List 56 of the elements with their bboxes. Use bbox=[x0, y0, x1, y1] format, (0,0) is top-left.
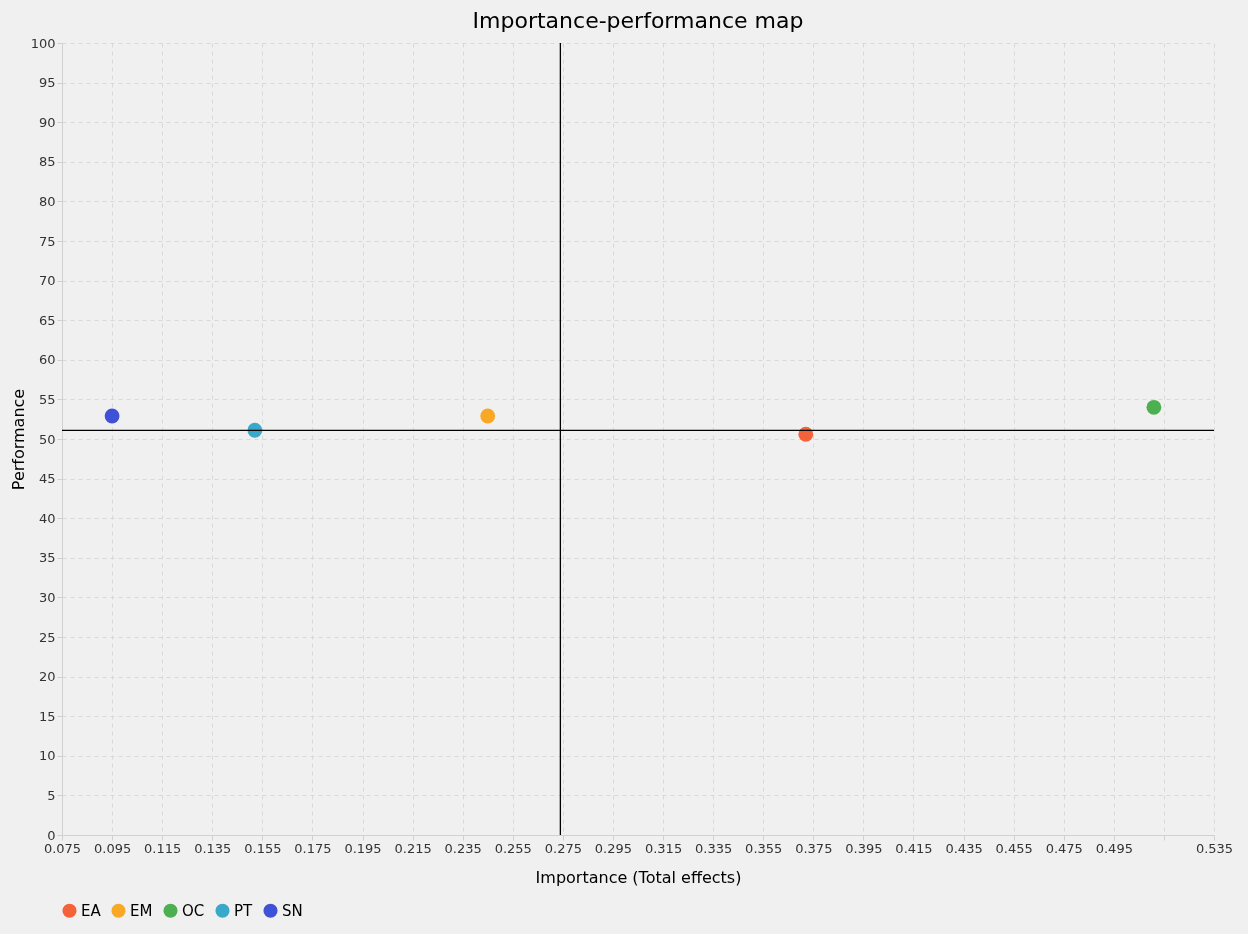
x-tick-label: 0.115 bbox=[144, 840, 182, 856]
legend-label: EA bbox=[81, 901, 102, 920]
x-tick-label: 0.175 bbox=[294, 840, 332, 856]
x-tick-label: 0.235 bbox=[444, 840, 482, 856]
x-tick-label: 0.495 bbox=[1095, 840, 1133, 856]
x-tick-label: 0.215 bbox=[394, 840, 432, 856]
x-axis-title: Importance (Total effects) bbox=[535, 867, 742, 887]
point bbox=[1146, 399, 1162, 415]
y-tick-label: 45 bbox=[38, 471, 56, 487]
y-tick-label: 40 bbox=[38, 510, 56, 526]
y-tick-label: 85 bbox=[38, 154, 56, 170]
x-tick-label: 0.395 bbox=[845, 840, 883, 856]
legend-label: OC bbox=[182, 901, 205, 920]
y-tick-label: 100 bbox=[30, 35, 56, 51]
y-tick-label: 80 bbox=[38, 193, 56, 209]
x-tick-label: 0.075 bbox=[43, 840, 82, 856]
x-tick-label: 0.295 bbox=[594, 840, 633, 856]
y-tick-label: 30 bbox=[38, 589, 56, 605]
y-tick-label: 95 bbox=[38, 75, 56, 91]
x-tick-label: 0.355 bbox=[745, 840, 783, 856]
x-tick-label: 0.435 bbox=[945, 840, 983, 856]
point bbox=[480, 408, 496, 424]
y-tick-label: 10 bbox=[38, 748, 56, 764]
y-tick-label: 35 bbox=[38, 550, 56, 566]
x-tick-label: 0.335 bbox=[695, 840, 733, 856]
point bbox=[798, 426, 814, 442]
y-tick-label: 25 bbox=[38, 629, 56, 645]
y-tick-label: 75 bbox=[38, 233, 56, 249]
x-tick-label: 0.135 bbox=[194, 840, 232, 856]
y-tick-label: 65 bbox=[38, 312, 56, 328]
x-tick-label: 0.155 bbox=[244, 840, 282, 856]
x-tick-label: 0.535 bbox=[1195, 840, 1234, 856]
y-tick-label: 15 bbox=[38, 708, 56, 724]
y-tick-label: 70 bbox=[38, 273, 56, 289]
y-tick-label: 5 bbox=[47, 787, 56, 803]
y-tick-label: 20 bbox=[38, 669, 56, 685]
y-tick-label: 60 bbox=[38, 352, 56, 368]
x-tick-label: 0.255 bbox=[494, 840, 532, 856]
x-tick-label: 0.315 bbox=[644, 840, 683, 856]
x-tick-label: 0.455 bbox=[995, 840, 1033, 856]
x-tick-label: 0.275 bbox=[544, 840, 582, 856]
chart-title: Importance-performance map bbox=[472, 8, 804, 33]
y-tick-label: 90 bbox=[38, 114, 56, 130]
x-tick-label: 0.415 bbox=[895, 840, 933, 856]
x-tick-label: 0.375 bbox=[795, 840, 833, 856]
legend-label: EM bbox=[130, 901, 153, 920]
legend-label: SN bbox=[282, 901, 303, 920]
y-tick-label: 55 bbox=[38, 391, 56, 407]
point bbox=[104, 408, 120, 424]
y-tick-label: 50 bbox=[38, 431, 56, 447]
y-axis-title: Performance bbox=[8, 388, 28, 491]
x-tick-label: 0.095 bbox=[93, 840, 132, 856]
x-tick-label: 0.475 bbox=[1045, 840, 1083, 856]
y-tick-label: 0 bbox=[47, 827, 56, 843]
legend-label: PT bbox=[234, 901, 254, 920]
x-tick-label: 0.195 bbox=[344, 840, 382, 856]
